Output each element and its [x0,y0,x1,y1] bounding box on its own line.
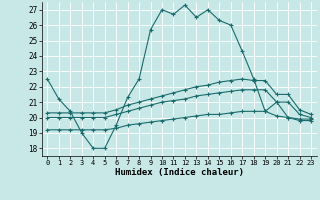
X-axis label: Humidex (Indice chaleur): Humidex (Indice chaleur) [115,168,244,177]
